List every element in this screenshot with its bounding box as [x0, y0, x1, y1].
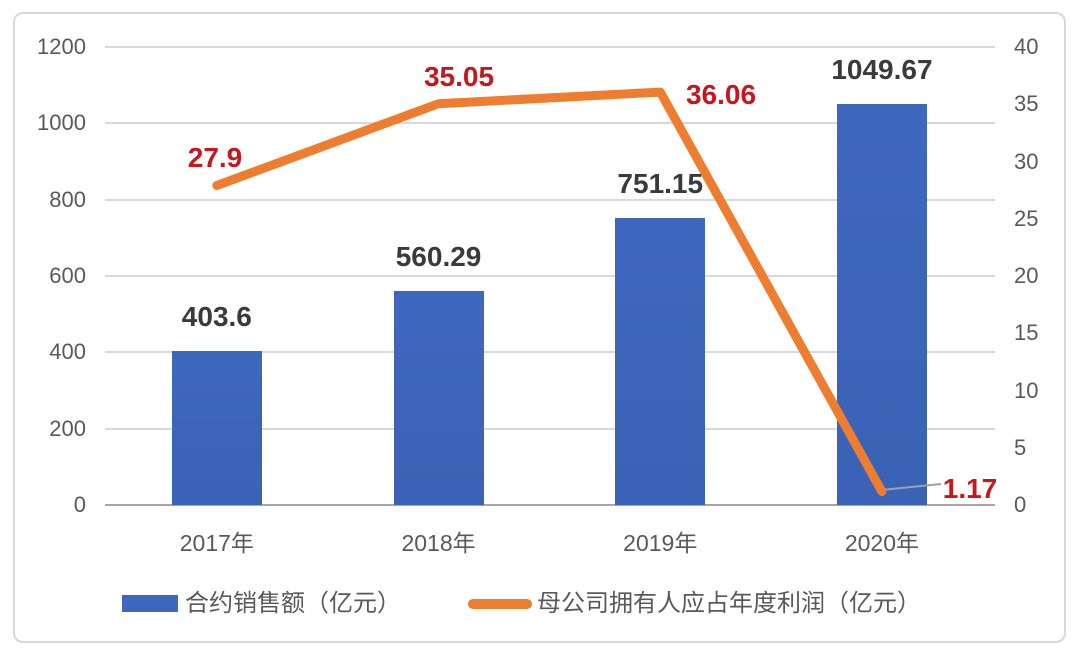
line-value-label: 27.9 — [187, 142, 243, 173]
bar-value-label: 751.15 — [617, 168, 704, 200]
line-value-label: 36.06 — [685, 79, 757, 110]
right-axis-tick-label: 40 — [1014, 34, 1039, 59]
bar — [171, 350, 262, 505]
bar-value-label: 560.29 — [395, 241, 482, 273]
x-axis-category-label: 2020年 — [844, 530, 920, 556]
bar — [836, 104, 927, 505]
bar-value-label: 403.6 — [181, 300, 252, 332]
right-axis-tick-label: 0 — [1014, 492, 1027, 517]
right-axis-tick-label: 30 — [1014, 148, 1039, 174]
line-value-label: 35.05 — [423, 61, 495, 92]
bar — [615, 218, 706, 505]
left-axis-tick-label: 600 — [49, 263, 86, 288]
right-axis-tick-label: 25 — [1014, 205, 1039, 231]
legend-bar-swatch-icon — [122, 595, 178, 612]
right-axis-tick-label: 15 — [1014, 320, 1039, 346]
right-axis-tick-label: 10 — [1014, 377, 1039, 403]
gridline — [105, 46, 995, 48]
left-axis-tick-label: 800 — [49, 186, 86, 212]
right-axis-tick-label: 35 — [1014, 91, 1039, 117]
left-axis-tick-label: 1000 — [37, 110, 86, 136]
x-axis-line — [105, 504, 995, 506]
legend-label-sales: 合约销售额（亿元） — [185, 590, 401, 617]
legend-line-swatch-icon — [468, 599, 532, 609]
legend-label-profit: 母公司拥有人应占年度利润（亿元） — [537, 590, 921, 617]
x-axis-category-label: 2017年 — [179, 530, 254, 556]
x-axis-category-label: 2018年 — [401, 530, 476, 556]
left-axis-tick-label: 200 — [49, 415, 86, 441]
bar — [393, 291, 484, 505]
left-axis-tick-label: 1200 — [37, 34, 86, 59]
x-axis-category-label: 2019年 — [623, 530, 698, 556]
left-axis-tick-label: 400 — [49, 339, 86, 365]
left-axis-tick-label: 0 — [73, 492, 86, 517]
line-value-label: 1.17 — [942, 473, 998, 504]
bar-value-label: 1049.67 — [831, 54, 933, 86]
right-axis-tick-label: 5 — [1014, 434, 1027, 460]
right-axis-tick-label: 20 — [1014, 263, 1039, 288]
